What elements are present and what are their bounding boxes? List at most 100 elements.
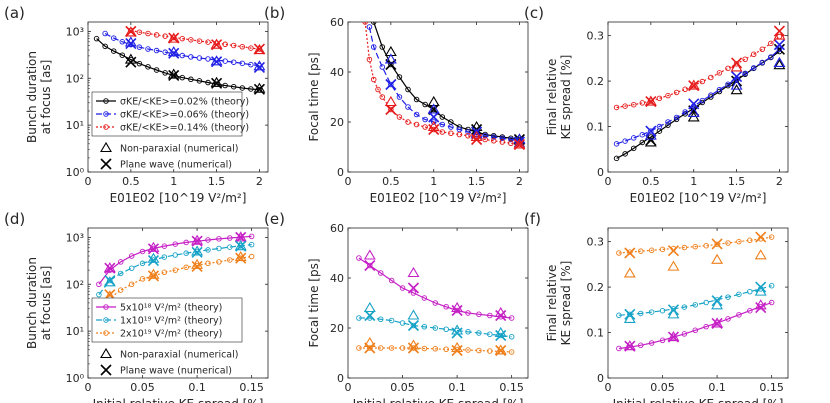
series-point <box>205 237 211 243</box>
legend-triangle <box>100 141 112 153</box>
y-axis-label: Bunch duration <box>25 51 39 143</box>
series-point <box>508 349 515 355</box>
series-point <box>145 46 151 52</box>
x-tick-label: 0.5 <box>642 175 660 188</box>
triangle-marker <box>667 308 680 319</box>
series-point <box>216 259 222 265</box>
series-point <box>430 119 437 125</box>
triangle-marker <box>623 340 636 351</box>
series-point <box>627 249 633 255</box>
series-point <box>725 316 731 322</box>
series-point <box>742 56 748 63</box>
x-tick-label: 1 <box>170 175 177 188</box>
series-point <box>239 43 246 50</box>
series-point <box>699 78 706 85</box>
series-point <box>413 111 420 118</box>
triangle-marker <box>667 331 680 342</box>
series-point <box>183 264 189 271</box>
series-point <box>648 128 654 134</box>
y-axis-label: Focal time [ps] <box>307 52 321 141</box>
cross-marker <box>645 95 657 108</box>
series-point <box>736 291 742 298</box>
cross-marker <box>731 70 743 83</box>
cross-marker <box>125 37 137 50</box>
series-point <box>367 345 373 351</box>
triangle-marker <box>363 301 376 313</box>
series-point <box>194 238 200 244</box>
series-point <box>379 94 386 100</box>
series-point <box>736 312 742 318</box>
y-tick-label: 0.3 <box>587 30 605 43</box>
series-point <box>153 67 160 73</box>
series-point <box>216 245 222 252</box>
series-line <box>98 235 252 285</box>
triangle-marker <box>687 79 700 90</box>
series-point <box>637 342 644 349</box>
cross-marker <box>364 259 376 272</box>
series-point <box>399 320 406 326</box>
legend-label: σKE/<KE>=0.14% (theory) <box>120 123 249 134</box>
series-point <box>153 47 160 54</box>
y-tick-label: 10² <box>66 72 84 85</box>
series-point <box>476 347 482 354</box>
triangle-marker <box>363 249 376 260</box>
x-tick-label: 0.05 <box>650 381 675 394</box>
triangle-marker <box>711 253 724 264</box>
x-tick-label: 0.05 <box>390 381 415 394</box>
series-point <box>681 331 688 337</box>
series-point <box>656 95 663 102</box>
triangle-marker <box>234 240 247 251</box>
series-point <box>388 81 394 88</box>
series-line <box>358 347 512 353</box>
series-point <box>205 56 211 62</box>
x-axis-label: Initial relative KE spread [%] <box>93 397 264 403</box>
series-point <box>616 345 622 352</box>
series-point <box>682 86 688 93</box>
series-line <box>368 26 520 142</box>
legend-cross <box>100 158 112 170</box>
series-point <box>388 345 395 351</box>
triangle-marker <box>494 344 507 355</box>
series-point <box>476 311 482 318</box>
series-point <box>172 241 179 247</box>
series-point <box>692 243 699 250</box>
series-point <box>179 52 186 59</box>
series-point <box>659 337 666 344</box>
series-point <box>172 267 179 273</box>
cross-marker <box>147 255 160 267</box>
series-point <box>776 33 783 40</box>
cross-marker <box>451 304 463 317</box>
cross-marker <box>253 61 265 74</box>
series-point <box>725 294 731 300</box>
triangle-marker <box>103 262 116 273</box>
series-point <box>117 259 124 265</box>
series-point <box>622 103 628 109</box>
series-point <box>736 238 742 245</box>
panel-4: (e) 0 0.05 0.1 0.15 0 20 40 60 Initial relative K… <box>264 210 529 403</box>
cross-marker <box>364 342 376 354</box>
series-point <box>670 306 677 312</box>
series-point <box>768 234 775 240</box>
x-tick-label: 0.15 <box>759 381 784 394</box>
series-point <box>613 141 620 147</box>
series-point <box>665 122 671 128</box>
legend-label: σKE/<KE>=0.06% (theory) <box>120 110 249 121</box>
series-point <box>145 30 151 37</box>
cross-marker <box>711 238 723 250</box>
series-point <box>637 310 644 317</box>
x-tick-label: 0.5 <box>382 175 400 188</box>
series-point <box>375 86 381 93</box>
series-point <box>681 304 688 310</box>
triangle-marker <box>210 38 223 49</box>
x-tick-label: 1.5 <box>728 175 746 188</box>
series-point <box>188 54 194 60</box>
series-point <box>216 236 222 242</box>
series-point <box>497 332 504 339</box>
legend-point <box>103 304 109 310</box>
series-point <box>248 253 255 260</box>
series-point <box>153 32 160 38</box>
series-point <box>703 323 709 330</box>
series-point <box>768 54 774 60</box>
series-line <box>358 317 512 338</box>
plot-frame <box>607 227 789 379</box>
